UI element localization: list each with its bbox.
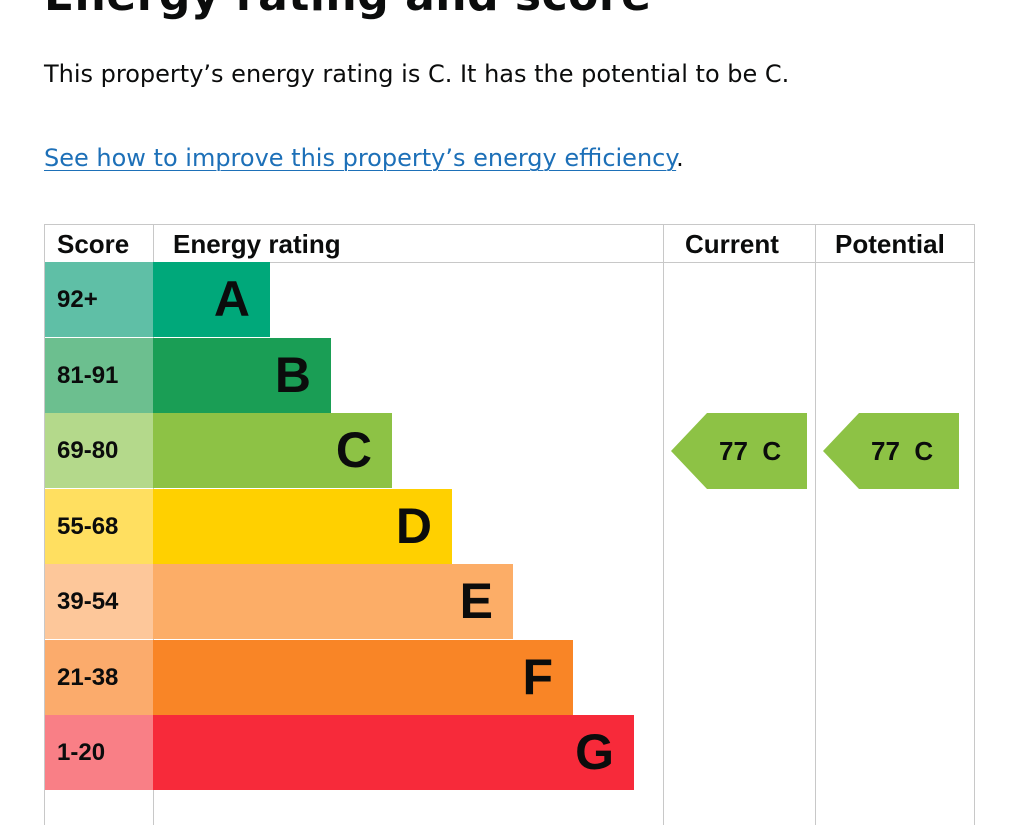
band-bar-b: B bbox=[153, 338, 331, 413]
band-bar-a: A bbox=[153, 262, 270, 337]
score-cell: 21-38 bbox=[45, 640, 153, 715]
score-column-header: Score bbox=[57, 229, 130, 259]
current-band: C bbox=[762, 436, 782, 466]
divider-current bbox=[815, 225, 816, 825]
potential-column-header: Potential bbox=[835, 229, 945, 259]
band-letter: B bbox=[274, 347, 311, 403]
band-bar-f: F bbox=[153, 640, 573, 715]
energy-rating-table: Score Energy rating Current Potential 92… bbox=[44, 224, 975, 825]
score-cell: 1-20 bbox=[45, 715, 153, 790]
page-title: Energy rating and score bbox=[44, 0, 651, 21]
score-cell: 39-54 bbox=[45, 564, 153, 639]
improve-link-line: See how to improve this property’s energ… bbox=[44, 144, 684, 172]
band-letter: G bbox=[575, 724, 614, 780]
band-letter: A bbox=[213, 271, 250, 327]
potential-score: 77 bbox=[871, 436, 900, 466]
current-score: 77 bbox=[719, 436, 748, 466]
band-bar-c: C bbox=[153, 413, 392, 488]
score-cell: 92+ bbox=[45, 262, 153, 337]
band-letter: E bbox=[459, 573, 493, 629]
arrow-shape bbox=[671, 413, 807, 489]
potential-band: C bbox=[914, 436, 934, 466]
band-bar-g: G bbox=[153, 715, 634, 790]
rating-summary: This property’s energy rating is C. It h… bbox=[44, 60, 790, 88]
arrow-shape bbox=[823, 413, 959, 489]
band-letter: F bbox=[522, 649, 553, 705]
link-suffix: . bbox=[676, 144, 684, 172]
band-bar-d: D bbox=[153, 489, 452, 564]
band-letter: D bbox=[395, 498, 432, 554]
score-cell: 69-80 bbox=[45, 413, 153, 488]
rating-column-header: Energy rating bbox=[173, 229, 341, 259]
header-divider bbox=[45, 262, 974, 263]
current-rating-label: 77 C bbox=[719, 413, 781, 489]
potential-rating-label: 77 C bbox=[871, 413, 933, 489]
improve-efficiency-link[interactable]: See how to improve this property’s energ… bbox=[44, 144, 677, 172]
band-letter: C bbox=[335, 422, 372, 478]
divider-rating bbox=[663, 225, 664, 825]
band-bar-e: E bbox=[153, 564, 513, 639]
score-cell: 81-91 bbox=[45, 338, 153, 413]
current-column-header: Current bbox=[685, 229, 779, 259]
score-cell: 55-68 bbox=[45, 489, 153, 564]
